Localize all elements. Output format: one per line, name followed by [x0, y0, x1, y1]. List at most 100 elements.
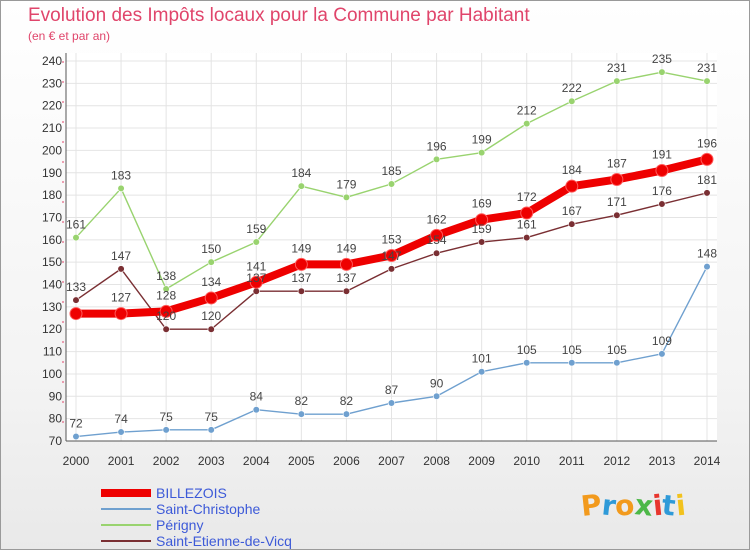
- data-label: 120: [201, 309, 221, 323]
- data-point: [658, 200, 666, 208]
- y-tick-label: 140: [42, 278, 62, 292]
- data-label: 149: [291, 241, 311, 255]
- legend-label: BILLEZOIS: [156, 485, 227, 501]
- data-label: 169: [472, 197, 492, 211]
- data-label: 128: [156, 288, 176, 302]
- data-label: 199: [472, 133, 492, 147]
- data-point: [700, 152, 714, 166]
- data-label: 137: [291, 271, 311, 285]
- data-point: [342, 410, 351, 418]
- data-label: 84: [250, 390, 264, 404]
- legend-swatch: [101, 508, 151, 510]
- y-tick-label: 220: [42, 99, 62, 113]
- data-label: 90: [430, 376, 444, 390]
- data-point: [342, 287, 351, 295]
- y-tick-label: 150: [42, 255, 62, 269]
- data-label: 138: [156, 269, 176, 283]
- x-tick-label: 2001: [108, 454, 135, 468]
- x-tick-label: 2004: [243, 454, 270, 468]
- data-point: [432, 249, 441, 257]
- data-label: 105: [607, 343, 627, 357]
- data-point: [159, 304, 173, 318]
- legend-item: BILLEZOIS: [101, 485, 292, 501]
- data-point: [478, 238, 486, 246]
- data-point: [252, 406, 260, 414]
- y-tick-label: 90: [49, 389, 63, 403]
- data-label: 212: [517, 104, 537, 118]
- legend-label: Saint-Etienne-de-Vicq: [156, 533, 292, 549]
- x-tick-label: 2000: [63, 454, 90, 468]
- data-point: [478, 368, 486, 376]
- data-point: [117, 265, 125, 273]
- y-tick-label: 170: [42, 210, 62, 224]
- data-point: [117, 184, 125, 193]
- data-point: [387, 399, 396, 407]
- data-label: 137: [336, 271, 356, 285]
- x-tick-label: 2010: [513, 454, 540, 468]
- y-tick-label: 70: [49, 434, 63, 448]
- legend-label: Périgny: [156, 517, 204, 533]
- x-tick-label: 2006: [333, 454, 360, 468]
- data-label: 222: [562, 81, 582, 95]
- data-point: [162, 426, 170, 434]
- data-point: [72, 296, 80, 304]
- legend-label: Saint-Christophe: [156, 501, 261, 517]
- y-tick-label: 120: [42, 322, 62, 336]
- data-label: 87: [385, 383, 399, 397]
- legend-swatch: [101, 489, 151, 497]
- data-label: 171: [607, 195, 627, 209]
- data-point: [565, 179, 579, 193]
- data-label: 127: [111, 291, 131, 305]
- data-label: 149: [336, 241, 356, 255]
- chart-subtitle: (en € et par an): [28, 29, 111, 43]
- data-point: [385, 248, 398, 262]
- data-point: [523, 233, 531, 242]
- chart-title: Evolution des Impôts locaux pour la Comm…: [28, 5, 530, 26]
- legend-swatch: [101, 524, 151, 526]
- legend-item: Saint-Christophe: [101, 501, 292, 517]
- y-tick-label: 180: [42, 188, 62, 202]
- data-label: 176: [652, 184, 672, 198]
- data-label: 184: [291, 166, 311, 180]
- data-label: 161: [66, 218, 86, 232]
- data-label: 74: [114, 412, 128, 426]
- data-point: [613, 211, 621, 219]
- data-point: [387, 265, 396, 273]
- y-tick-label: 210: [42, 121, 62, 135]
- data-label: 196: [427, 139, 447, 153]
- data-label: 120: [156, 309, 176, 323]
- data-point: [207, 426, 215, 434]
- data-label: 159: [246, 222, 266, 236]
- data-point: [568, 359, 576, 367]
- data-label: 161: [517, 218, 537, 232]
- data-point: [72, 432, 80, 441]
- data-label: 75: [205, 410, 219, 424]
- y-tick-label: 190: [42, 166, 62, 180]
- data-point: [568, 97, 576, 105]
- data-label: 147: [381, 249, 401, 263]
- y-tick-label: 230: [42, 76, 62, 90]
- data-point: [342, 193, 351, 201]
- data-label: 75: [159, 410, 173, 424]
- data-point: [117, 428, 125, 436]
- data-label: 183: [111, 168, 131, 182]
- data-label: 154: [427, 233, 447, 247]
- legend-item: Saint-Etienne-de-Vicq: [101, 533, 292, 549]
- data-point: [703, 189, 711, 197]
- legend-item: Périgny: [101, 517, 292, 533]
- y-tick-label: 130: [42, 300, 62, 314]
- x-tick-label: 2007: [378, 454, 405, 468]
- data-point: [703, 263, 711, 271]
- data-label: 153: [381, 232, 401, 246]
- data-point: [475, 213, 489, 227]
- data-point: [207, 258, 215, 266]
- data-point: [252, 238, 260, 246]
- data-label: 196: [697, 136, 717, 150]
- data-label: 141: [246, 259, 266, 273]
- data-point: [204, 291, 218, 305]
- data-point: [339, 257, 353, 271]
- data-point: [520, 206, 534, 220]
- data-point: [658, 68, 666, 76]
- data-point: [207, 325, 215, 333]
- x-tick-label: 2002: [153, 454, 180, 468]
